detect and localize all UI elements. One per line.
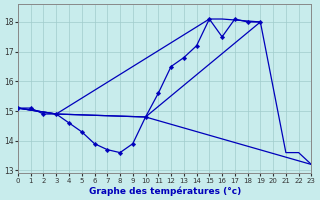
- X-axis label: Graphe des températures (°c): Graphe des températures (°c): [89, 186, 241, 196]
